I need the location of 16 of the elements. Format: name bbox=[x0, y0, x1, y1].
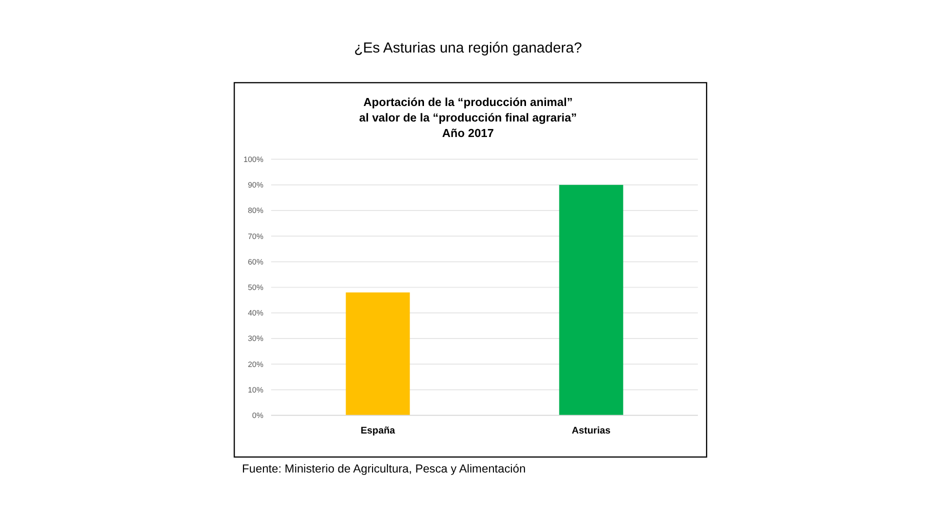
y-tick-label: 60% bbox=[248, 257, 264, 266]
chart-subtitle: Aportación de la “producción animal” al valor de la “producción final agraria” Año 2017 bbox=[359, 96, 577, 140]
y-tick-label: 20% bbox=[248, 360, 264, 369]
chart-title: ¿Es Asturias una región ganadera? bbox=[354, 40, 582, 57]
y-tick-label: 0% bbox=[252, 411, 264, 420]
source-note: Fuente: Ministerio de Agricultura, Pesca y Alimentación bbox=[242, 462, 526, 476]
y-tick-label: 100% bbox=[244, 155, 264, 164]
y-tick-label: 70% bbox=[248, 232, 264, 241]
y-tick-label: 10% bbox=[248, 385, 264, 394]
y-tick-label: 90% bbox=[248, 180, 264, 190]
y-tick-label: 80% bbox=[248, 206, 264, 216]
x-tick-label: España bbox=[360, 426, 396, 437]
y-tick-label: 40% bbox=[248, 308, 264, 318]
y-tick-label: 50% bbox=[248, 283, 264, 292]
y-tick-label: 30% bbox=[248, 334, 264, 344]
x-tick-label: Asturias bbox=[572, 426, 611, 437]
